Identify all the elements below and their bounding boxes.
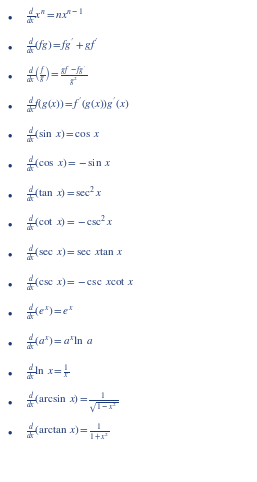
Text: $\bullet$: $\bullet$	[7, 366, 13, 379]
Text: $\frac{d}{dx}(\csc\ x) = -\csc\ x\cot\ x$: $\frac{d}{dx}(\csc\ x) = -\csc\ x\cot\ x…	[26, 274, 134, 294]
Text: $\frac{d}{dx}(\tan\ x) = \sec^2 x$: $\frac{d}{dx}(\tan\ x) = \sec^2 x$	[26, 185, 102, 205]
Text: $\bullet$: $\bullet$	[7, 307, 13, 320]
Text: $\bullet$: $\bullet$	[7, 277, 13, 290]
Text: $\frac{d}{dx}(\cos\ x) = -\sin\ x$: $\frac{d}{dx}(\cos\ x) = -\sin\ x$	[26, 155, 111, 175]
Text: $\frac{d}{dx}(e^x) = e^x$: $\frac{d}{dx}(e^x) = e^x$	[26, 303, 74, 323]
Text: $\bullet$: $\bullet$	[7, 40, 13, 53]
Text: $\bullet$: $\bullet$	[7, 188, 13, 201]
Text: $\bullet$: $\bullet$	[7, 129, 13, 142]
Text: $\frac{d}{dx}f(g(x)) = f'(g(x))g'(x)$: $\frac{d}{dx}f(g(x)) = f'(g(x))g'(x)$	[26, 96, 129, 116]
Text: $\bullet$: $\bullet$	[7, 99, 13, 112]
Text: $\bullet$: $\bullet$	[7, 159, 13, 172]
Text: $\bullet$: $\bullet$	[7, 426, 13, 438]
Text: $\frac{d}{dx}x^n = nx^{n-1}$: $\frac{d}{dx}x^n = nx^{n-1}$	[26, 7, 83, 27]
Text: $\bullet$: $\bullet$	[7, 396, 13, 409]
Text: $\bullet$: $\bullet$	[7, 218, 13, 231]
Text: $\bullet$: $\bullet$	[7, 248, 13, 260]
Text: $\frac{d}{dx}(\sec\ x) = \sec\ x\tan\ x$: $\frac{d}{dx}(\sec\ x) = \sec\ x\tan\ x$	[26, 244, 124, 264]
Text: $\frac{d}{dx}\left(\frac{f}{g}\right) = \frac{gf' - fg'}{g^2}$: $\frac{d}{dx}\left(\frac{f}{g}\right) = …	[26, 64, 87, 88]
Text: $\frac{d}{dx}(a^x) = a^x \ln\ a$: $\frac{d}{dx}(a^x) = a^x \ln\ a$	[26, 333, 93, 353]
Text: $\bullet$: $\bullet$	[7, 11, 13, 23]
Text: $\frac{d}{dx}(\arctan\ x) = \frac{1}{1+x^2}$: $\frac{d}{dx}(\arctan\ x) = \frac{1}{1+x…	[26, 422, 109, 442]
Text: $\frac{d}{dx}(\cot\ x) = -\csc^2 x$: $\frac{d}{dx}(\cot\ x) = -\csc^2 x$	[26, 214, 113, 234]
Text: $\bullet$: $\bullet$	[7, 70, 13, 82]
Text: $\frac{d}{dx}(\sin\ x) = \cos\ x$: $\frac{d}{dx}(\sin\ x) = \cos\ x$	[26, 125, 100, 146]
Text: $\frac{d}{dx}(\arcsin\ x) = \frac{1}{\sqrt{1-x^2}}$: $\frac{d}{dx}(\arcsin\ x) = \frac{1}{\sq…	[26, 390, 118, 415]
Text: $\frac{d}{dx}(fg) = fg' + gf'$: $\frac{d}{dx}(fg) = fg' + gf'$	[26, 37, 98, 56]
Text: $\frac{d}{dx}\ln\ x = \frac{1}{x}$: $\frac{d}{dx}\ln\ x = \frac{1}{x}$	[26, 362, 69, 383]
Text: $\bullet$: $\bullet$	[7, 336, 13, 349]
